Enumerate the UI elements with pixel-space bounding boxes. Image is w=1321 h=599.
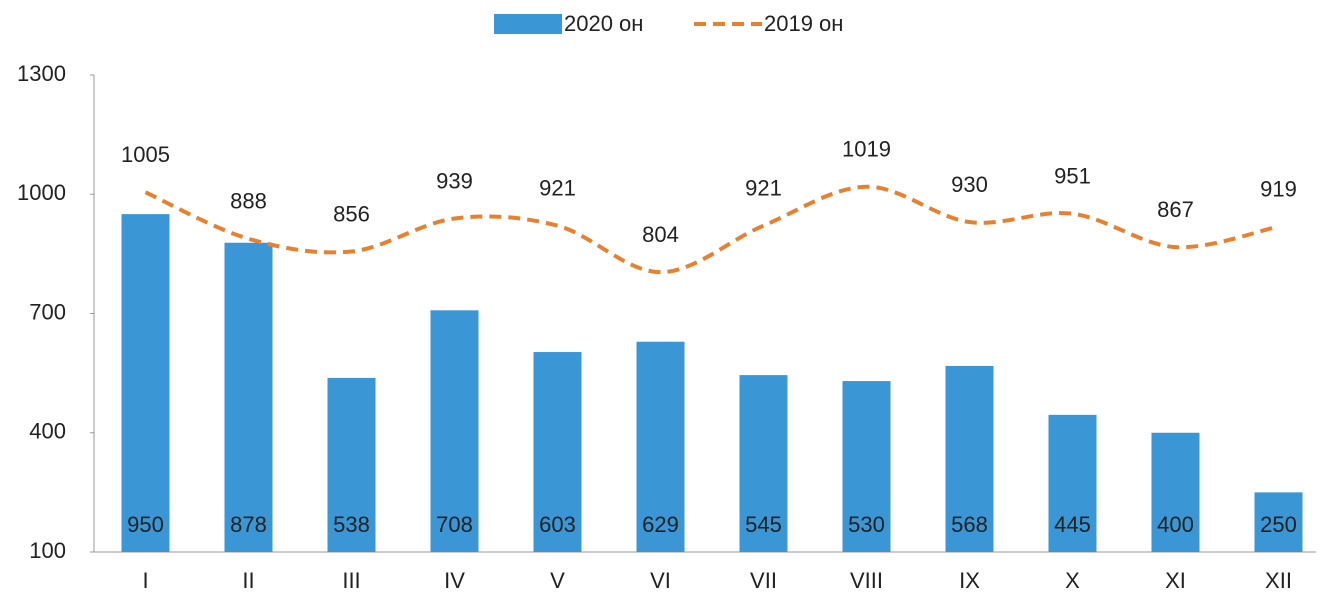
y-tick-label: 1000	[17, 180, 66, 205]
line-value-label: 1019	[842, 137, 891, 162]
x-tick-label: III	[342, 568, 360, 593]
line-value-label: 867	[1157, 197, 1194, 222]
y-tick-label: 400	[29, 419, 66, 444]
y-tick-label: 100	[29, 538, 66, 563]
bar-value-label: 950	[127, 512, 164, 537]
line-value-label: 951	[1054, 164, 1091, 189]
bar-value-label: 400	[1157, 512, 1194, 537]
x-tick-label: XII	[1265, 568, 1292, 593]
bar-value-label: 538	[333, 512, 370, 537]
bar	[533, 352, 582, 552]
legend-label: 2019 он	[764, 11, 843, 36]
bar-value-label: 629	[642, 512, 679, 537]
y-tick-label: 1300	[17, 61, 66, 86]
bar-value-label: 530	[848, 512, 885, 537]
bar	[739, 375, 788, 552]
line-value-label: 888	[230, 189, 267, 214]
x-tick-label: X	[1065, 568, 1080, 593]
bar	[327, 377, 376, 552]
bar	[1151, 432, 1200, 552]
x-tick-label: IV	[444, 568, 465, 593]
line-value-label: 919	[1260, 176, 1297, 201]
legend-swatch	[494, 14, 562, 34]
line-value-label: 921	[745, 175, 782, 200]
bar-value-label: 250	[1260, 512, 1297, 537]
line-value-label: 939	[436, 168, 473, 193]
line-value-label: 1005	[121, 142, 170, 167]
x-tick-label: V	[550, 568, 565, 593]
line-value-label: 856	[333, 201, 370, 226]
x-tick-label: IX	[959, 568, 980, 593]
bar-value-label: 708	[436, 512, 473, 537]
x-tick-label: VIII	[850, 568, 883, 593]
bar-value-label: 568	[951, 512, 988, 537]
line-value-label: 804	[642, 222, 679, 247]
bar-value-label: 878	[230, 512, 267, 537]
bar	[430, 310, 479, 552]
line-value-label: 930	[951, 172, 988, 197]
bar	[842, 381, 891, 552]
bar	[1254, 492, 1303, 552]
bar-value-label: 445	[1054, 512, 1091, 537]
y-tick-label: 700	[29, 299, 66, 324]
line	[144, 184, 1279, 275]
x-tick-label: II	[242, 568, 254, 593]
bar	[121, 214, 170, 552]
x-tick-label: XI	[1165, 568, 1186, 593]
x-tick-label: VI	[650, 568, 671, 593]
bar-value-label: 603	[539, 512, 576, 537]
bar	[636, 341, 685, 552]
legend-label: 2020 он	[564, 11, 643, 36]
bar	[1048, 414, 1097, 552]
bar	[224, 242, 273, 552]
x-tick-label: I	[142, 568, 148, 593]
bar-value-label: 545	[745, 512, 782, 537]
line-value-label: 921	[539, 175, 576, 200]
bar	[945, 365, 994, 552]
x-tick-label: VII	[750, 568, 777, 593]
